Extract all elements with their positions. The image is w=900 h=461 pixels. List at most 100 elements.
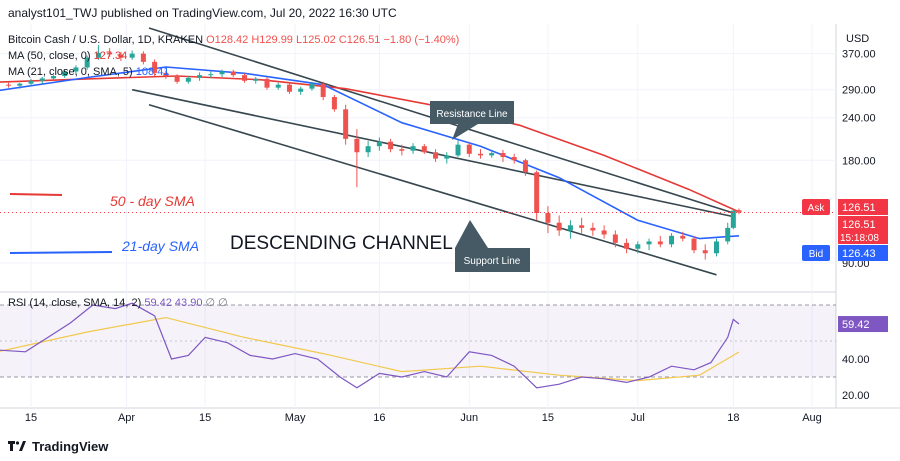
candle[interactable] <box>354 129 360 188</box>
candle[interactable] <box>208 71 214 78</box>
trend-line[interactable] <box>131 88 734 218</box>
candle[interactable] <box>163 70 169 79</box>
candle[interactable] <box>730 208 736 230</box>
time-tick-label: 15 <box>199 412 211 424</box>
candle[interactable] <box>477 149 483 159</box>
candle[interactable] <box>713 238 719 257</box>
candle[interactable] <box>736 208 742 215</box>
candle[interactable] <box>264 76 270 90</box>
candle-body <box>725 227 731 242</box>
candle[interactable] <box>489 150 495 158</box>
candle[interactable] <box>17 82 23 89</box>
ma-legend[interactable]: MA (50, close, 0) 127.34 <box>8 50 127 62</box>
ma21-line[interactable] <box>0 66 740 240</box>
rsi-line[interactable] <box>0 302 740 389</box>
candle[interactable] <box>84 55 90 70</box>
last-price: 126.51 <box>842 219 876 231</box>
time-axis: 15 Apr 15 May 16 Jun 15 Jul 18 Aug <box>25 412 822 424</box>
trend-line[interactable] <box>148 103 717 276</box>
candle[interactable] <box>399 144 405 156</box>
candle[interactable] <box>242 73 248 83</box>
candle-body <box>309 83 315 89</box>
candle[interactable] <box>185 76 191 84</box>
trading-chart[interactable]: 50 - day SMA 21-day SMA DESCENDING CHANNEL… <box>0 24 900 434</box>
candle[interactable] <box>343 104 349 145</box>
tradingview-brand[interactable]: TradingView <box>32 438 109 454</box>
rsi-value: 59.42 <box>842 319 870 331</box>
candle[interactable] <box>646 238 652 251</box>
candle[interactable] <box>230 69 236 77</box>
candle[interactable] <box>511 153 517 164</box>
candle[interactable] <box>129 50 135 60</box>
candle-body <box>680 235 686 239</box>
candle[interactable] <box>444 152 450 164</box>
ma-legend[interactable]: MA (21, close, 0, SMA, 5) 108.41 <box>8 66 169 78</box>
ma50-line[interactable] <box>0 75 740 213</box>
candle[interactable] <box>725 222 731 245</box>
candle[interactable] <box>6 81 12 88</box>
candle[interactable] <box>567 220 573 239</box>
candle-body <box>477 153 483 156</box>
candle[interactable] <box>95 45 101 60</box>
candle[interactable] <box>197 72 203 81</box>
candle[interactable] <box>365 141 371 158</box>
candle[interactable] <box>275 82 281 90</box>
candle[interactable] <box>388 138 394 153</box>
candle[interactable] <box>635 241 641 254</box>
time-tick-label: Jul <box>631 412 645 424</box>
candle[interactable] <box>455 140 461 158</box>
candle[interactable] <box>39 76 45 84</box>
candle[interactable] <box>601 225 607 239</box>
candle[interactable] <box>500 149 506 162</box>
resistance-callout-bubble <box>430 101 514 140</box>
candle[interactable] <box>320 81 326 101</box>
candle[interactable] <box>286 82 292 94</box>
candle[interactable] <box>433 149 439 162</box>
candle[interactable] <box>702 244 708 260</box>
rsi-grid <box>0 304 836 378</box>
candle-body <box>62 71 68 77</box>
candle[interactable] <box>669 233 675 248</box>
candle-body <box>556 222 562 231</box>
candle[interactable] <box>522 158 528 176</box>
symbol-legend[interactable]: Bitcoin Cash / U.S. Dollar, 1D, KRAKEN O… <box>8 34 459 46</box>
candle[interactable] <box>50 75 56 81</box>
tradingview-logo-icon[interactable] <box>8 440 26 452</box>
candle[interactable] <box>579 217 585 234</box>
symbol-name: Bitcoin Cash / U.S. Dollar, 1D, KRAKEN <box>8 34 206 46</box>
candle[interactable] <box>657 235 663 248</box>
candle[interactable] <box>691 235 697 254</box>
candle[interactable] <box>73 65 79 75</box>
candle[interactable] <box>545 206 551 234</box>
candle[interactable] <box>140 51 146 65</box>
candle[interactable] <box>556 215 562 236</box>
candle-body <box>730 210 736 228</box>
candle[interactable] <box>62 69 68 78</box>
rsi-ma-line[interactable] <box>0 316 740 382</box>
candle-body <box>230 71 236 76</box>
candle[interactable] <box>309 81 315 91</box>
moving-averages <box>0 66 740 240</box>
rsi-legend[interactable]: RSI (14, close, SMA, 14, 2) 59.42 43.90 … <box>8 297 228 309</box>
candle-body <box>185 77 191 82</box>
candle-body <box>298 88 304 92</box>
candle[interactable] <box>253 76 259 84</box>
candle[interactable] <box>28 78 34 86</box>
candle[interactable] <box>107 48 113 57</box>
candle[interactable] <box>298 86 304 95</box>
candle[interactable] <box>410 143 416 154</box>
candle[interactable] <box>421 143 427 154</box>
candle[interactable] <box>118 52 124 62</box>
candle[interactable] <box>590 222 596 236</box>
candle[interactable] <box>612 230 618 248</box>
candle[interactable] <box>680 231 686 242</box>
candle[interactable] <box>466 141 472 158</box>
candle[interactable] <box>174 74 180 84</box>
candle[interactable] <box>376 137 382 151</box>
candle[interactable] <box>219 69 225 77</box>
candle[interactable] <box>624 238 630 254</box>
candle-body <box>163 72 169 77</box>
candle-body <box>444 155 450 159</box>
candle[interactable] <box>331 94 337 112</box>
candle[interactable] <box>152 59 158 77</box>
